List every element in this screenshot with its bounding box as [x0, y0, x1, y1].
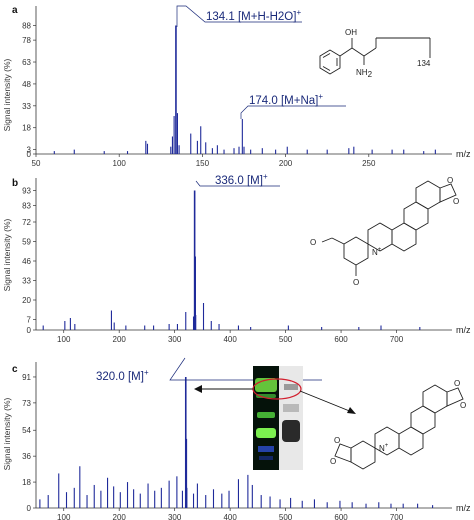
annotation-c1: 320.0 [M]+ — [96, 368, 149, 383]
y-tick-label-a-6: 78 — [22, 36, 31, 45]
x-tick-label-b-4: 500 — [279, 335, 293, 344]
x-tick-label-a-4: 250 — [362, 159, 376, 168]
structure-c — [334, 384, 464, 470]
x-axis-label-b: m/z — [456, 325, 471, 335]
y-tick-label-b-2: 20 — [22, 296, 31, 305]
panel-b: b Signal intensity (%) m/z 100 200 300 400 5… — [2, 172, 471, 344]
structure-a-nh2: NH2 — [356, 68, 373, 79]
annotation-leader-b1 — [195, 180, 280, 187]
structure-a — [319, 37, 431, 75]
arrow-to-structure-head — [347, 407, 356, 414]
x-tick-label-b-3: 400 — [223, 335, 237, 344]
structure-b-o1: O — [447, 176, 453, 185]
x-tick-label-b-1: 200 — [113, 335, 127, 344]
y-tick-label-b-7: 83 — [22, 202, 31, 211]
structure-b-nitrogen: N+ — [372, 247, 382, 257]
x-tick-label-c-2: 300 — [168, 513, 182, 520]
x-tick-label-a-3: 200 — [279, 159, 293, 168]
y-tick-label-b-1: 7 — [27, 316, 32, 325]
structure-c-o3: O — [334, 436, 340, 445]
x-tick-label-c-5: 600 — [334, 513, 348, 520]
y-tick-label-a-3: 33 — [22, 102, 31, 111]
panel-c: c Signal intensity (%) m/z 100 200 300 400 5… — [2, 357, 471, 520]
x-tick-label-c-4: 500 — [279, 513, 293, 520]
panel-label-a: a — [12, 5, 18, 16]
x-tick-label-a-2: 150 — [196, 159, 210, 168]
x-axis-label-c: m/z — [456, 503, 471, 513]
tlc-plate-image — [253, 366, 303, 470]
y-tick-label-a-0: 0 — [27, 150, 32, 159]
annotation-a2: 174.0 [M+Na]+ — [249, 92, 323, 107]
x-tick-label-c-1: 200 — [113, 513, 127, 520]
y-axis-label-c: Signal intensity (%) — [2, 397, 12, 470]
y-tick-label-b-4: 46 — [22, 257, 31, 266]
panel-label-b: b — [12, 178, 18, 189]
y-tick-label-b-8: 93 — [22, 187, 31, 196]
x-tick-label-b-0: 100 — [57, 335, 71, 344]
y-tick-label-c-4: 73 — [22, 399, 31, 408]
structure-c-o2: O — [460, 401, 466, 410]
structure-b-ome1: O — [310, 238, 316, 247]
annotation-leader-a1 — [176, 5, 302, 27]
x-tick-label-b-6: 700 — [390, 335, 404, 344]
x-tick-label-c-0: 100 — [57, 513, 71, 520]
annotation-a1: 134.1 [M+H-H2O]+ — [206, 8, 301, 23]
y-tick-label-a-4: 48 — [22, 80, 31, 89]
y-tick-label-a-1: 3 — [27, 146, 32, 155]
structure-b-ome2: O — [353, 278, 359, 287]
x-tick-label-b-2: 300 — [168, 335, 182, 344]
annotation-b1: 336.0 [M]+ — [215, 172, 268, 187]
y-tick-label-a-7: 88 — [22, 22, 31, 31]
y-tick-label-b-6: 72 — [22, 218, 31, 227]
y-tick-label-b-3: 33 — [22, 277, 31, 286]
x-tick-label-a-0: 50 — [32, 159, 41, 168]
peaks-b — [42, 190, 421, 330]
structure-c-nitrogen: N+ — [379, 443, 389, 453]
structure-b — [321, 180, 457, 276]
structure-b-o2: O — [453, 197, 459, 206]
arrow-to-peak-head — [194, 385, 202, 393]
x-tick-label-c-6: 700 — [390, 513, 404, 520]
x-tick-label-b-5: 600 — [334, 335, 348, 344]
y-tick-label-c-1: 18 — [22, 478, 31, 487]
y-tick-label-b-5: 59 — [22, 238, 31, 247]
ticks-a: 50 100 150 200 250 03 18 33 48 63 78 88 — [22, 22, 376, 168]
y-axis-label-b: Signal intensity (%) — [2, 218, 12, 291]
structure-a-mass: 134 — [417, 59, 431, 68]
y-tick-label-b-0: 0 — [27, 326, 32, 335]
y-tick-label-c-5: 91 — [22, 373, 31, 382]
panel-label-c: c — [12, 364, 18, 375]
peaks-c — [39, 376, 434, 508]
structure-c-o1: O — [454, 379, 460, 388]
structure-a-oh: OH — [345, 28, 357, 37]
annotation-leader-a2 — [240, 105, 346, 119]
arrow-to-structure — [299, 390, 353, 413]
x-tick-label-c-3: 400 — [223, 513, 237, 520]
y-tick-label-a-5: 63 — [22, 58, 31, 67]
ticks-b: 100 200 300 400 500 600 700 07 20 33 46 59 72 83 93 — [22, 187, 404, 345]
x-tick-label-a-1: 100 — [113, 159, 127, 168]
y-axis-label-a: Signal intensity (%) — [2, 58, 12, 131]
panel-a: a Signal intensity (%) m/z 50 100 150 200 25… — [2, 5, 471, 168]
y-tick-label-c-2: 36 — [22, 452, 31, 461]
structure-c-o4: O — [330, 457, 336, 466]
x-axis-label-a: m/z — [456, 149, 471, 159]
y-tick-label-a-2: 18 — [22, 124, 31, 133]
peaks-a — [53, 25, 436, 154]
y-tick-label-c-0: 0 — [27, 504, 32, 513]
y-tick-label-c-3: 54 — [22, 426, 31, 435]
ticks-c: 100 200 300 400 500 600 700 0 18 36 54 73 91 — [22, 373, 404, 520]
